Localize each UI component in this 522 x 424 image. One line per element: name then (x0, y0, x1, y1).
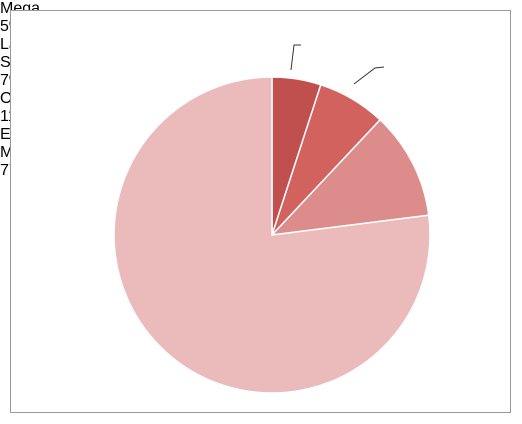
leader-line (353, 66, 385, 85)
pie-slice (113, 76, 431, 394)
pie-slice (270, 118, 430, 237)
leader-line (290, 44, 301, 71)
